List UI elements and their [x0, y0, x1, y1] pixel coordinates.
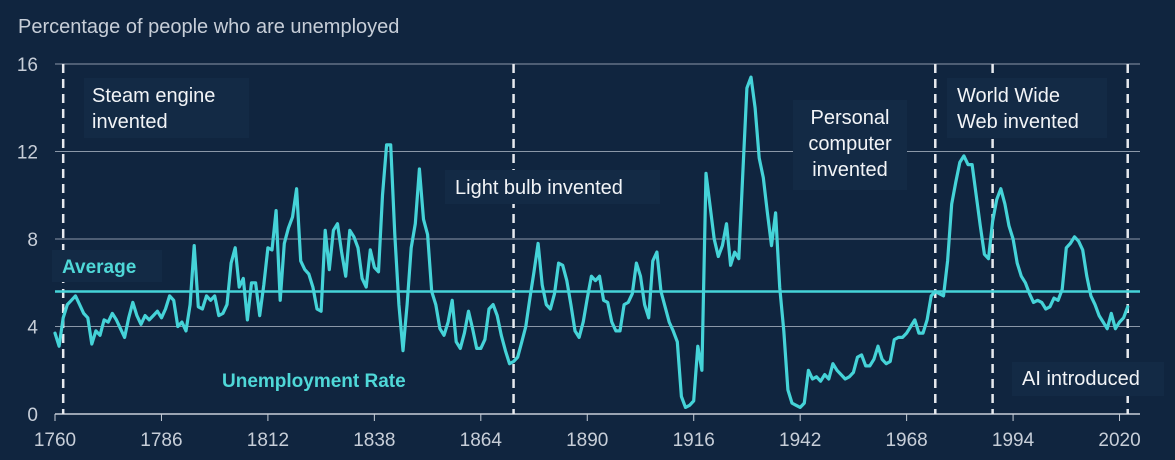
event-label-bg: [84, 78, 249, 138]
event-label-bg: [445, 170, 660, 204]
event-label: AI introduced: [1022, 368, 1140, 390]
event-label-bg: [1012, 362, 1164, 396]
average-label-bg: [52, 250, 162, 282]
x-tick-label: 1838: [353, 430, 395, 451]
x-tick-label: 1760: [34, 430, 76, 451]
x-tick-label: 2020: [1098, 430, 1140, 451]
y-tick-label: 8: [27, 230, 38, 251]
y-tick-label: 0: [27, 405, 38, 426]
event-label: invented: [92, 111, 168, 133]
x-tick-label: 1968: [885, 430, 927, 451]
event-label: invented: [812, 159, 888, 181]
series-label: Unemployment Rate: [222, 371, 406, 392]
event-label: World Wide: [957, 85, 1060, 107]
x-tick-label: 1994: [992, 430, 1035, 451]
event-label: Light bulb invented: [455, 177, 623, 199]
event-label: Web invented: [957, 111, 1079, 133]
event-label-bg: [947, 78, 1107, 138]
gridlines: [55, 63, 1140, 415]
event-label-bg: [793, 100, 907, 190]
x-axis-ticks: 1760 1786 1812 1838 1864 1890 1916 1942 1968 1994…: [34, 414, 1141, 451]
y-tick-label: 12: [17, 143, 38, 164]
event-label: Steam engine: [92, 85, 215, 107]
chart-subtitle: Percentage of people who are unemployed: [18, 16, 399, 38]
x-tick-label: 1916: [673, 430, 715, 451]
x-tick-label: 1890: [566, 430, 608, 451]
y-tick-label: 16: [17, 55, 38, 76]
y-tick-label: 4: [27, 318, 38, 339]
x-tick-label: 1942: [779, 430, 821, 451]
x-tick-label: 1812: [247, 430, 289, 451]
unemployment-rate-line: [53, 75, 1130, 409]
x-tick-label: 1786: [140, 430, 182, 451]
x-tick-label: 1864: [460, 430, 503, 451]
event-markers: Steam engine invented Light bulb invented P…: [61, 64, 1164, 414]
series-group: Unemployment Rate: [53, 75, 1130, 409]
event-label: computer: [808, 133, 892, 155]
event-label: Personal: [811, 107, 890, 129]
y-axis-ticks: 0 4 8 12 16: [17, 55, 39, 426]
average-line-group: Average: [52, 250, 1140, 293]
average-label: Average: [62, 257, 136, 278]
